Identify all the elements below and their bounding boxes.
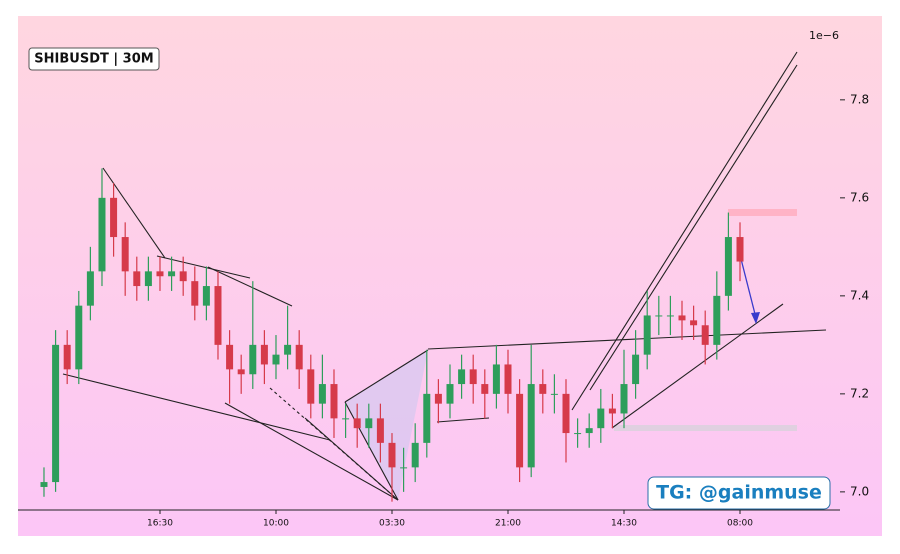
candle-body	[585, 428, 593, 434]
candle-body	[284, 344, 292, 355]
candle-body	[434, 393, 442, 404]
candle-body	[318, 384, 326, 404]
candle-body	[724, 237, 732, 296]
candle-body	[388, 442, 396, 468]
candle-body	[562, 393, 570, 434]
candle-body	[574, 433, 582, 435]
candle-body	[376, 418, 384, 443]
candle-body	[179, 271, 187, 282]
candle-body	[202, 286, 210, 306]
candle-body	[307, 369, 315, 404]
candle-body	[237, 369, 245, 375]
x-tick-label: 16:30	[147, 519, 173, 529]
candle-body	[469, 369, 477, 385]
candle-body	[492, 364, 500, 394]
candle-body	[75, 305, 83, 370]
candle-body	[666, 315, 674, 317]
candle-body	[365, 418, 373, 429]
y-tick-label: 7.6	[850, 190, 869, 204]
candle-body	[110, 197, 118, 238]
candle-body	[411, 442, 419, 468]
candle-body	[249, 344, 257, 375]
drawings	[62, 51, 827, 501]
candle-body	[156, 271, 164, 277]
candle-body	[550, 393, 558, 395]
candle-body	[214, 286, 222, 345]
candle-body	[40, 482, 48, 487]
chart-title: SHIBUSDT | 30M	[34, 52, 153, 67]
candle-body	[191, 281, 199, 306]
y-tick-label: 7.2	[850, 386, 869, 400]
annotation-box	[647, 476, 831, 510]
offset-label: 1e−6	[809, 29, 839, 42]
candle-body	[272, 354, 280, 365]
candle-body	[168, 271, 176, 277]
candles	[40, 168, 744, 502]
candle-body	[504, 364, 512, 394]
candle-body	[226, 344, 234, 370]
candle-body	[458, 369, 466, 385]
candle-body	[86, 271, 94, 306]
candle-body	[133, 271, 141, 287]
candle-body	[608, 408, 616, 414]
candle-body	[678, 315, 686, 321]
y-tick-label: 7.0	[850, 484, 869, 498]
candle-body	[481, 384, 489, 394]
candle-body	[400, 467, 408, 469]
candle-body	[516, 393, 524, 468]
candle-body	[330, 384, 338, 419]
candle-body	[121, 237, 129, 272]
y-tick-label: 7.8	[850, 92, 869, 106]
annotation: TG: @gainmuse	[656, 482, 822, 504]
x-tick-label: 03:30	[379, 519, 405, 529]
candle-body	[597, 408, 605, 429]
candle-body	[713, 295, 721, 345]
candle-body	[260, 344, 268, 365]
candle-body	[295, 344, 303, 370]
candle-body	[423, 393, 431, 443]
x-tick-label: 21:00	[495, 519, 521, 529]
y-tick-label: 7.4	[850, 288, 869, 302]
title-box	[28, 47, 160, 71]
candle-body	[527, 384, 535, 468]
candle-body	[353, 418, 361, 429]
candle-body	[446, 384, 454, 404]
candle-body	[144, 271, 152, 287]
candle-body	[655, 315, 663, 317]
candle-body	[98, 197, 106, 272]
candle-body	[736, 237, 744, 262]
x-tick-label: 08:00	[727, 519, 753, 529]
candle-body	[52, 344, 60, 483]
candle-body	[620, 384, 628, 414]
candle-body	[701, 325, 709, 345]
x-tick-label: 14:30	[611, 519, 637, 529]
candle-body	[632, 354, 640, 385]
candle-body	[342, 418, 350, 420]
candle-body	[643, 315, 651, 355]
candle-body	[690, 320, 698, 326]
candle-body	[539, 384, 547, 394]
candle-body	[63, 344, 71, 370]
x-tick-label: 10:00	[263, 519, 289, 529]
